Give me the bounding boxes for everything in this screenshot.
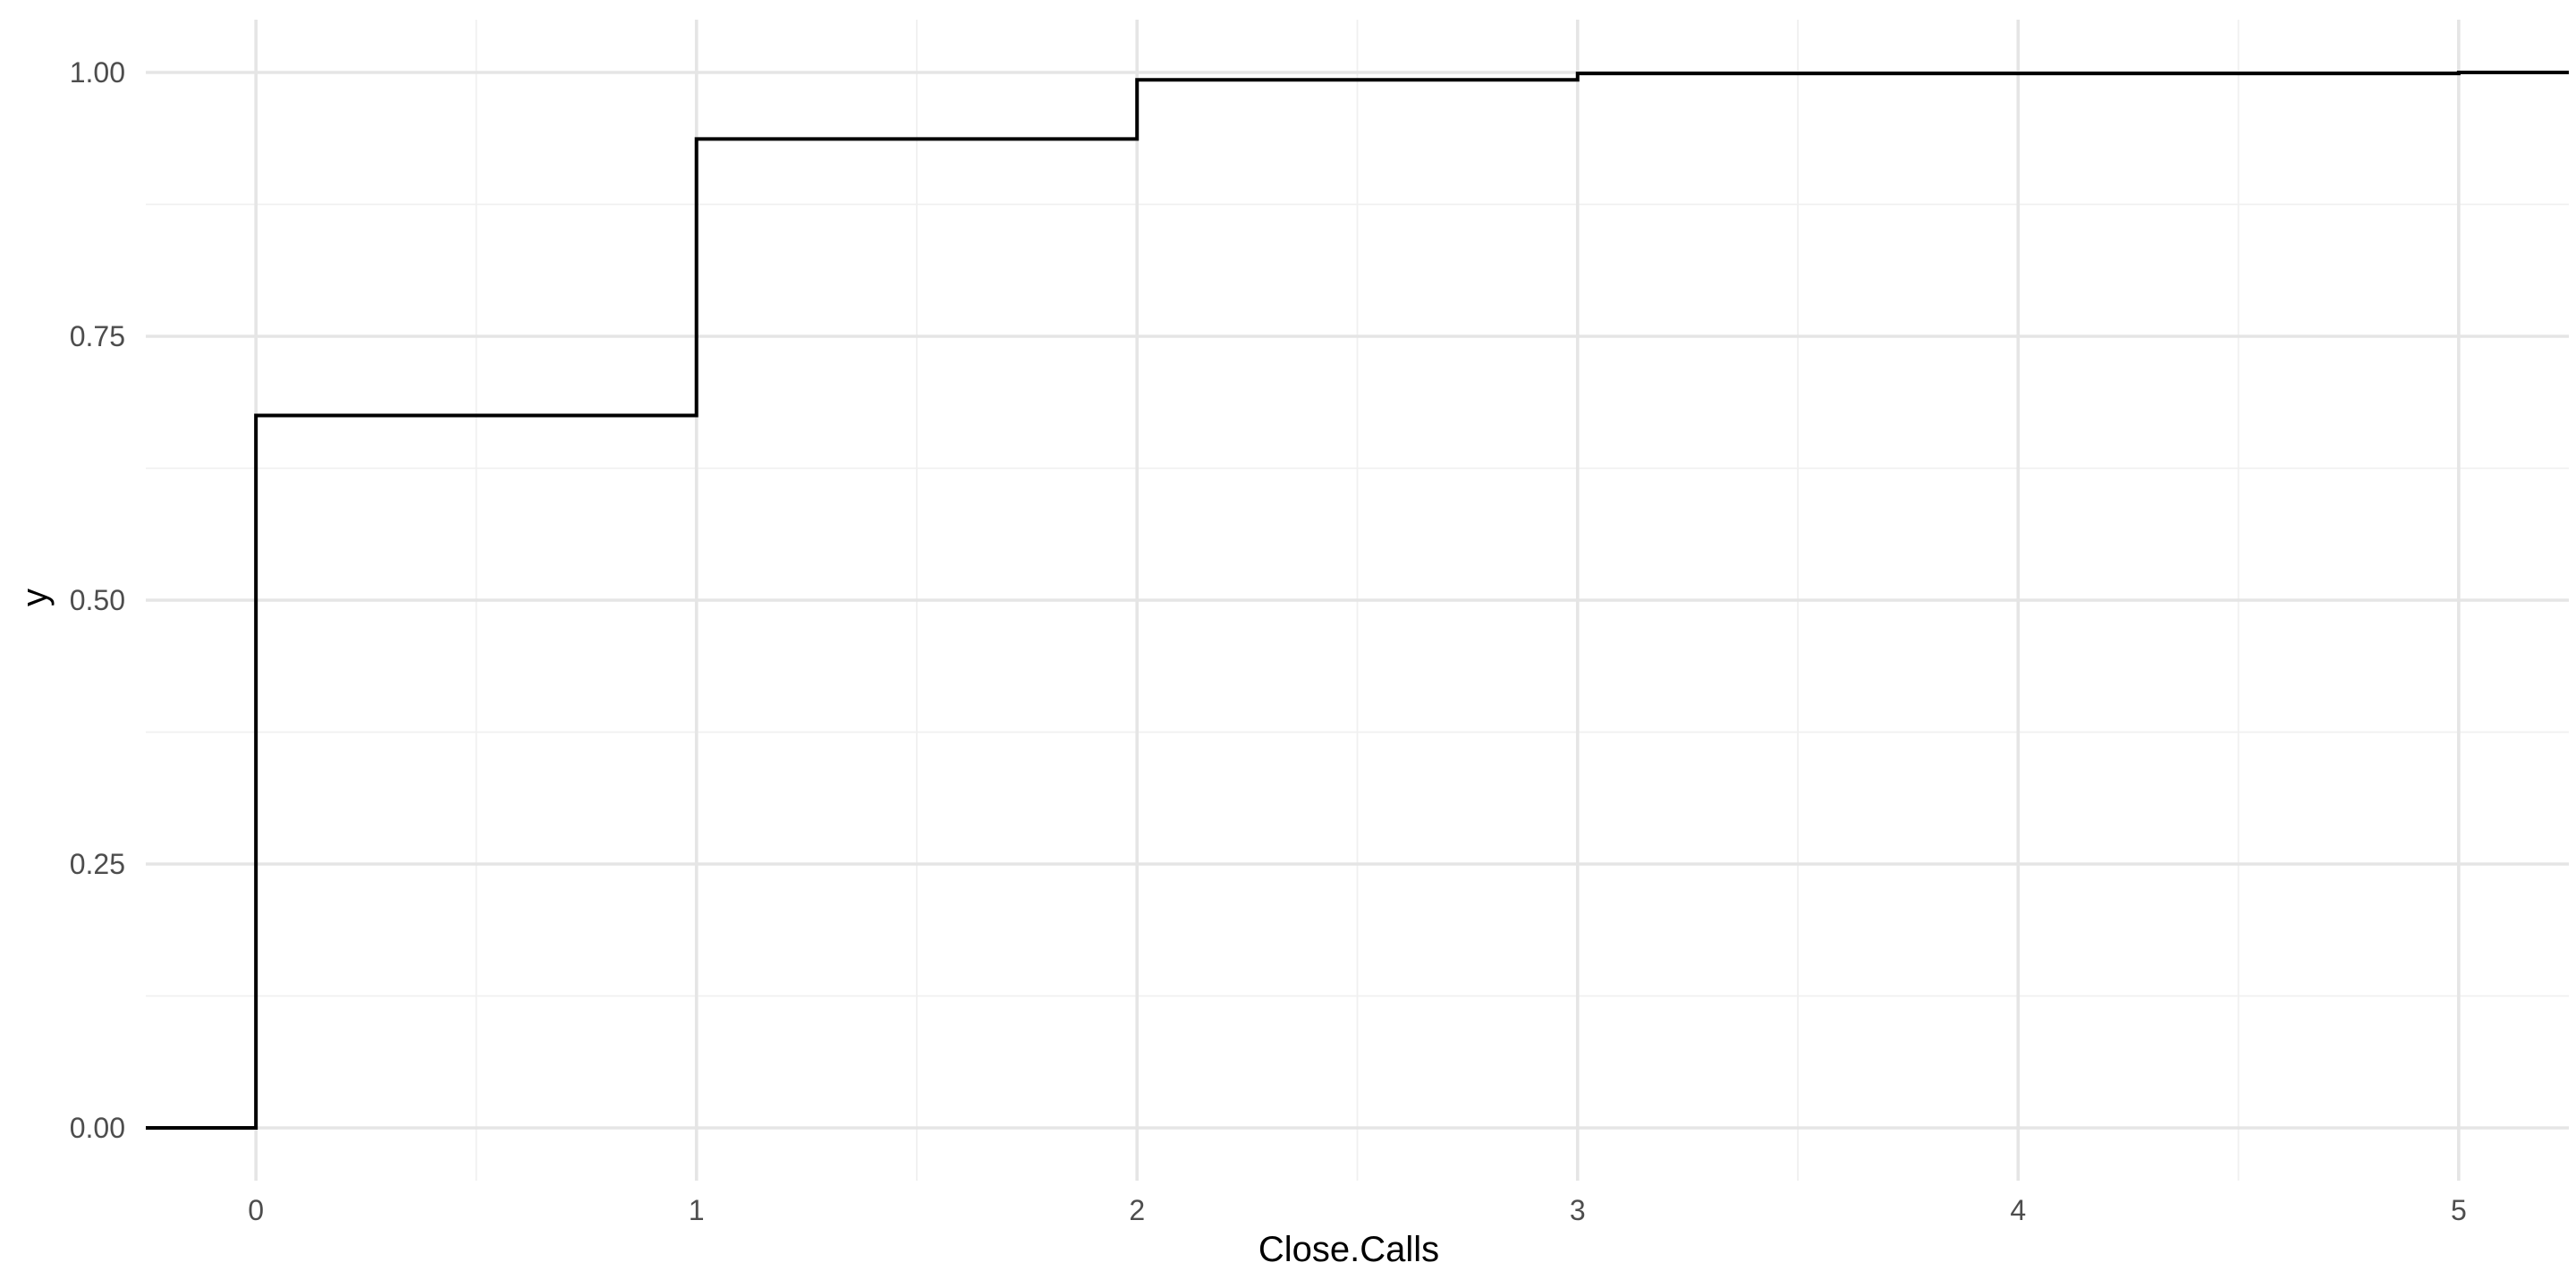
- x-axis-title: Close.Calls: [1258, 1230, 1439, 1269]
- x-tick-labels: 0 1 2 3 4 5: [248, 1194, 2467, 1226]
- x-tick-label: 5: [2451, 1194, 2467, 1226]
- y-tick-label: 0.50: [70, 584, 125, 616]
- y-tick-labels: 0.00 0.25 0.50 0.75 1.00: [70, 56, 125, 1144]
- y-tick-label: 0.25: [70, 848, 125, 880]
- series-layer: [146, 71, 2569, 1130]
- x-tick-label: 3: [1570, 1194, 1586, 1226]
- y-tick-label: 0.75: [70, 320, 125, 352]
- x-tick-label: 2: [1129, 1194, 1145, 1226]
- y-axis-title: y: [15, 589, 55, 606]
- y-tick-label: 1.00: [70, 56, 125, 89]
- x-tick-label: 1: [689, 1194, 705, 1226]
- x-tick-label: 0: [248, 1194, 264, 1226]
- ecdf-step-line: [146, 71, 2569, 1130]
- y-tick-label: 0.00: [70, 1112, 125, 1144]
- x-tick-label: 4: [2010, 1194, 2026, 1226]
